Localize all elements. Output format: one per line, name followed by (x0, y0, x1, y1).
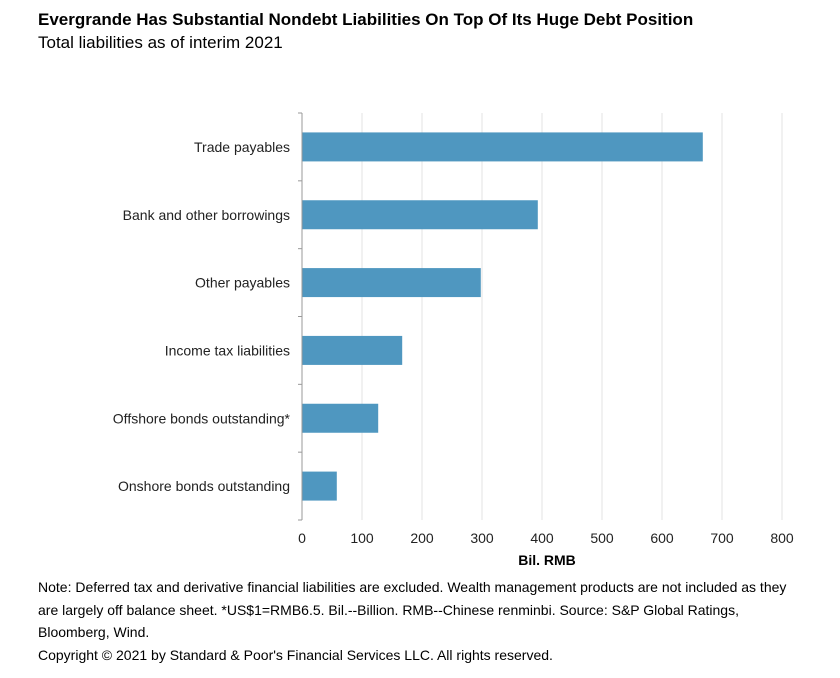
bar (302, 335, 403, 365)
category-labels: Trade payables Bank and other borrowings O… (113, 139, 291, 494)
x-tick-label: 200 (410, 530, 434, 546)
x-tick-label: 0 (298, 530, 306, 546)
category-label: Income tax liabilities (165, 342, 290, 358)
category-label: Other payables (195, 275, 290, 291)
x-tick-label: 800 (770, 530, 794, 546)
gridlines (361, 113, 783, 520)
category-label: Offshore bonds outstanding* (113, 410, 291, 426)
copyright-text: Copyright © 2021 by Standard & Poor's Fi… (38, 646, 553, 663)
bar-chart: Trade payables Bank and other borrowings O… (113, 112, 794, 568)
bars (298, 112, 703, 521)
category-label: Trade payables (194, 139, 290, 155)
x-axis-title: Bil. RMB (518, 552, 576, 568)
category-label: Bank and other borrowings (123, 207, 290, 223)
x-tick-label: 100 (350, 530, 374, 546)
bar (302, 200, 538, 230)
x-tick-label: 300 (470, 530, 494, 546)
x-tick-label: 600 (650, 530, 674, 546)
x-tick-label: 500 (590, 530, 614, 546)
footnotes: Note: Deferred tax and derivative financ… (38, 576, 808, 666)
chart-title: Evergrande Has Substantial Nondebt Liabi… (38, 10, 694, 29)
chart-subtitle: Total liabilities as of interim 2021 (38, 33, 283, 52)
note-text: Note: Deferred tax and derivative financ… (38, 579, 787, 640)
bar (302, 268, 481, 298)
bar (302, 471, 337, 501)
x-tick-labels: 0 100 200 300 400 500 600 700 800 (298, 530, 794, 546)
bar (302, 132, 703, 162)
x-tick-label: 700 (710, 530, 734, 546)
bar (302, 403, 379, 433)
x-tick-label: 400 (530, 530, 554, 546)
category-label: Onshore bonds outstanding (118, 478, 290, 494)
